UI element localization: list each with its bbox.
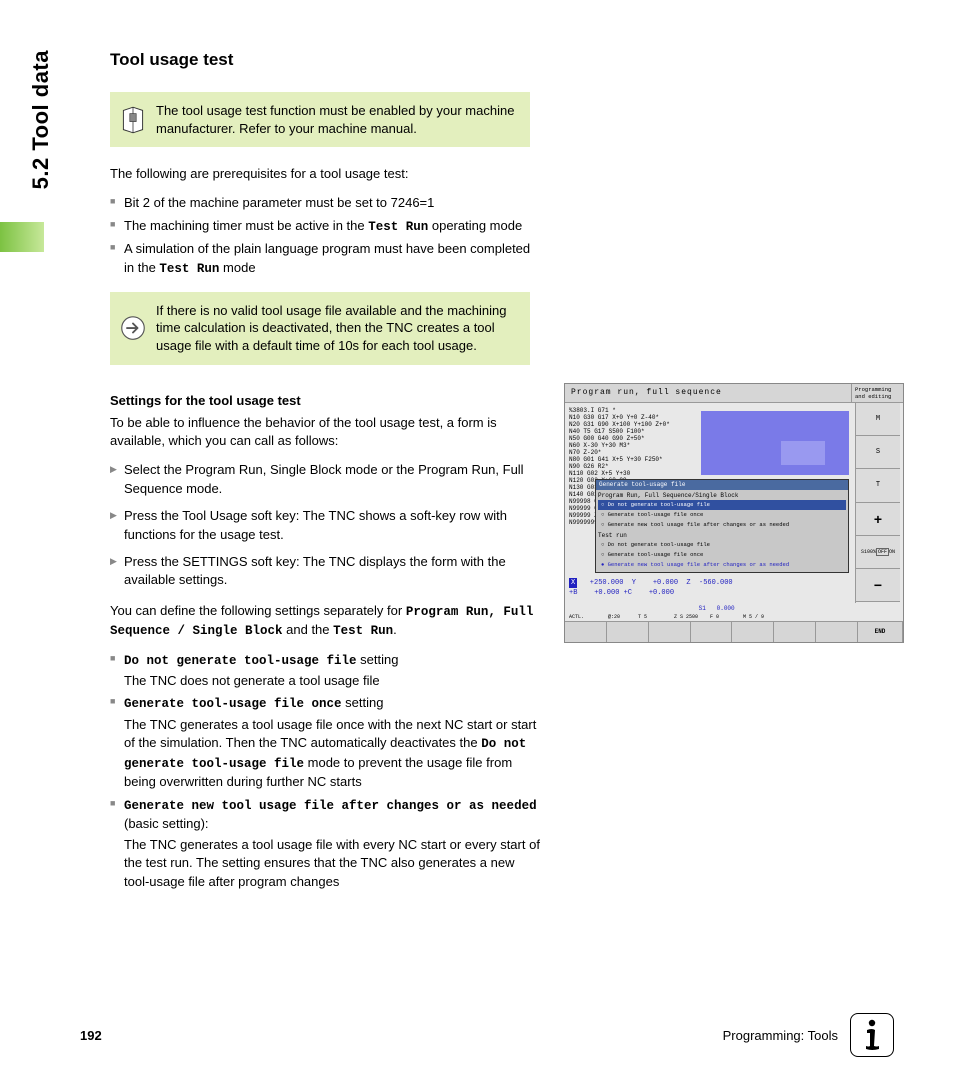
ss-side-keys: M S T + S100% OFF ON − bbox=[855, 403, 900, 603]
steps-list: Select the Program Run, Single Block mod… bbox=[110, 461, 540, 590]
ss-status2: ACTL. @:20 T 5 Z S 2500 F 0 M 5 / 9 bbox=[569, 614, 855, 620]
list-item: Generate new tool usage file after chang… bbox=[110, 796, 540, 893]
list-item: A simulation of the plain language progr… bbox=[110, 240, 540, 278]
page-footer: 192 Programming: Tools bbox=[80, 1013, 894, 1057]
list-item: Generate tool-usage file once setting Th… bbox=[110, 694, 540, 791]
ss-dialog: Generate tool-usage file Program Run, Fu… bbox=[595, 479, 849, 573]
arrow-icon bbox=[110, 313, 156, 343]
list-item: Press the Tool Usage soft key: The TNC s… bbox=[110, 507, 540, 545]
ss-header: Program run, full sequence Programming a… bbox=[565, 384, 903, 403]
list-item: The machining timer must be active in th… bbox=[110, 217, 540, 236]
options-list: Do not generate tool-usage file setting … bbox=[110, 651, 540, 893]
radio-option[interactable]: ○ Generate tool-usage file once bbox=[598, 550, 846, 560]
section-color-tab bbox=[0, 222, 44, 252]
info-icon bbox=[850, 1013, 894, 1057]
settings-heading: Settings for the tool usage test bbox=[110, 393, 540, 408]
radio-option[interactable]: ○ Generate new tool usage file after cha… bbox=[598, 520, 846, 530]
note-text: The tool usage test function must be ena… bbox=[156, 102, 516, 137]
section-sidebar-label: 5.2 Tool data bbox=[28, 50, 54, 189]
page-title: Tool usage test bbox=[110, 50, 880, 70]
radio-option[interactable]: ○ Do not generate tool-usage file bbox=[598, 540, 846, 550]
radio-option[interactable]: ○ Do not generate tool-usage file bbox=[598, 500, 846, 510]
radio-option[interactable]: ○ Generate tool-usage file once bbox=[598, 510, 846, 520]
list-item: Press the SETTINGS soft key: The TNC dis… bbox=[110, 553, 540, 591]
prereq-list: Bit 2 of the machine parameter must be s… bbox=[110, 194, 540, 278]
end-softkey[interactable]: END bbox=[858, 622, 903, 642]
ss-graphic bbox=[701, 411, 849, 475]
ss-status: S1 0.000 bbox=[569, 605, 855, 612]
prereq-intro: The following are prerequisites for a to… bbox=[110, 165, 540, 184]
list-item: Do not generate tool-usage file setting … bbox=[110, 651, 540, 691]
manual-icon bbox=[110, 104, 156, 136]
info-note: If there is no valid tool usage file ava… bbox=[110, 292, 530, 365]
ss-softkeys: END bbox=[565, 621, 903, 642]
cnc-screenshot: Program run, full sequence Programming a… bbox=[564, 383, 904, 643]
list-item: Bit 2 of the machine parameter must be s… bbox=[110, 194, 540, 213]
manufacturer-note: The tool usage test function must be ena… bbox=[110, 92, 530, 147]
list-item: Select the Program Run, Single Block mod… bbox=[110, 461, 540, 499]
note-text: If there is no valid tool usage file ava… bbox=[156, 302, 516, 355]
page-number: 192 bbox=[80, 1028, 102, 1043]
settings-intro: To be able to influence the behavior of … bbox=[110, 414, 540, 452]
radio-option[interactable]: ● Generate new tool usage file after cha… bbox=[598, 560, 846, 570]
define-intro: You can define the following settings se… bbox=[110, 602, 540, 640]
footer-label: Programming: Tools bbox=[723, 1028, 838, 1043]
ss-coords: X +250.000 Y +0.000 Z -560.000 +B +0.000… bbox=[569, 578, 855, 598]
